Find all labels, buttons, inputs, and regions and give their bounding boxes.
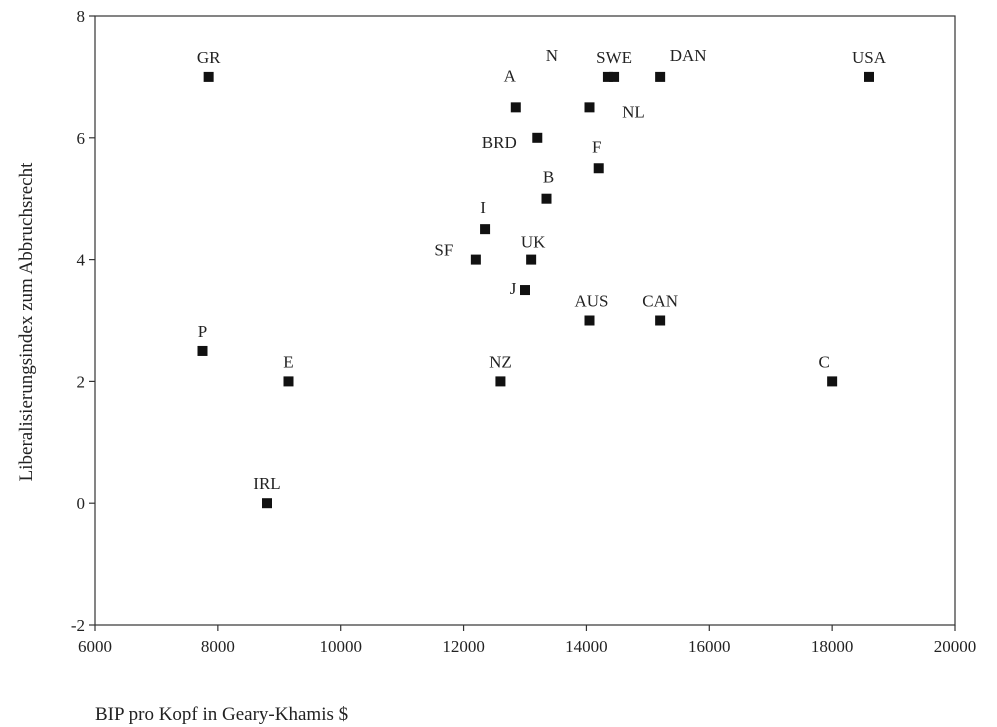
point-label: NL [622, 102, 645, 121]
point-label: E [283, 352, 293, 371]
data-point [609, 71, 620, 82]
point-label: UK [521, 233, 546, 252]
point-label: B [543, 168, 554, 187]
data-point [480, 224, 491, 235]
y-tick-label: 2 [77, 372, 86, 391]
point-label: NZ [489, 352, 512, 371]
data-point [283, 376, 294, 387]
point-label: AUS [574, 292, 608, 311]
y-tick-label: 6 [77, 129, 86, 148]
point-label: I [480, 198, 486, 217]
x-tick-label: 12000 [442, 637, 485, 656]
point-label: J [510, 279, 517, 298]
point-label: C [818, 352, 829, 371]
data-point [203, 71, 214, 82]
data-point [584, 102, 595, 113]
point-label: SWE [596, 48, 632, 67]
y-tick-label: 8 [77, 7, 86, 26]
plot-frame [94, 15, 956, 626]
y-tick-label: 0 [77, 494, 86, 513]
data-point [495, 376, 506, 387]
data-point [655, 71, 666, 82]
data-point [510, 102, 521, 113]
point-label: N [546, 46, 558, 65]
x-tick-label: 10000 [319, 637, 362, 656]
point-label: GR [197, 48, 221, 67]
x-tick-label: 14000 [565, 637, 608, 656]
data-point [602, 71, 613, 82]
x-axis-title: BIP pro Kopf in Geary-Khamis $ [95, 704, 348, 725]
data-point [197, 345, 208, 356]
point-label: P [198, 322, 207, 341]
data-point [864, 71, 874, 82]
point-label: BRD [482, 133, 517, 152]
point-label: F [592, 137, 601, 156]
x-tick-label: 8000 [201, 637, 235, 656]
x-tick-label: 16000 [688, 637, 731, 656]
y-axis-title: Liberalisierungsindex zum Abbruchsrecht [16, 162, 37, 481]
x-tick-label: 20000 [934, 637, 977, 656]
point-label: DAN [670, 46, 707, 65]
data-point [827, 376, 838, 387]
data-point [593, 163, 604, 174]
data-point [532, 132, 543, 143]
data-point [526, 254, 537, 265]
data-point [584, 315, 595, 326]
y-tick-label: 4 [77, 251, 86, 270]
data-point [520, 285, 530, 296]
point-label: CAN [642, 292, 678, 311]
x-tick-label: 18000 [811, 637, 854, 656]
point-label: USA [852, 48, 887, 67]
point-label: SF [434, 241, 453, 260]
data-point [541, 193, 552, 204]
point-label: IRL [253, 474, 280, 493]
data-point [262, 498, 272, 509]
x-tick-label: 6000 [78, 637, 112, 656]
y-tick-label: -2 [71, 616, 85, 635]
data-point [655, 315, 666, 326]
data-point [470, 254, 481, 265]
point-label: A [504, 66, 517, 85]
